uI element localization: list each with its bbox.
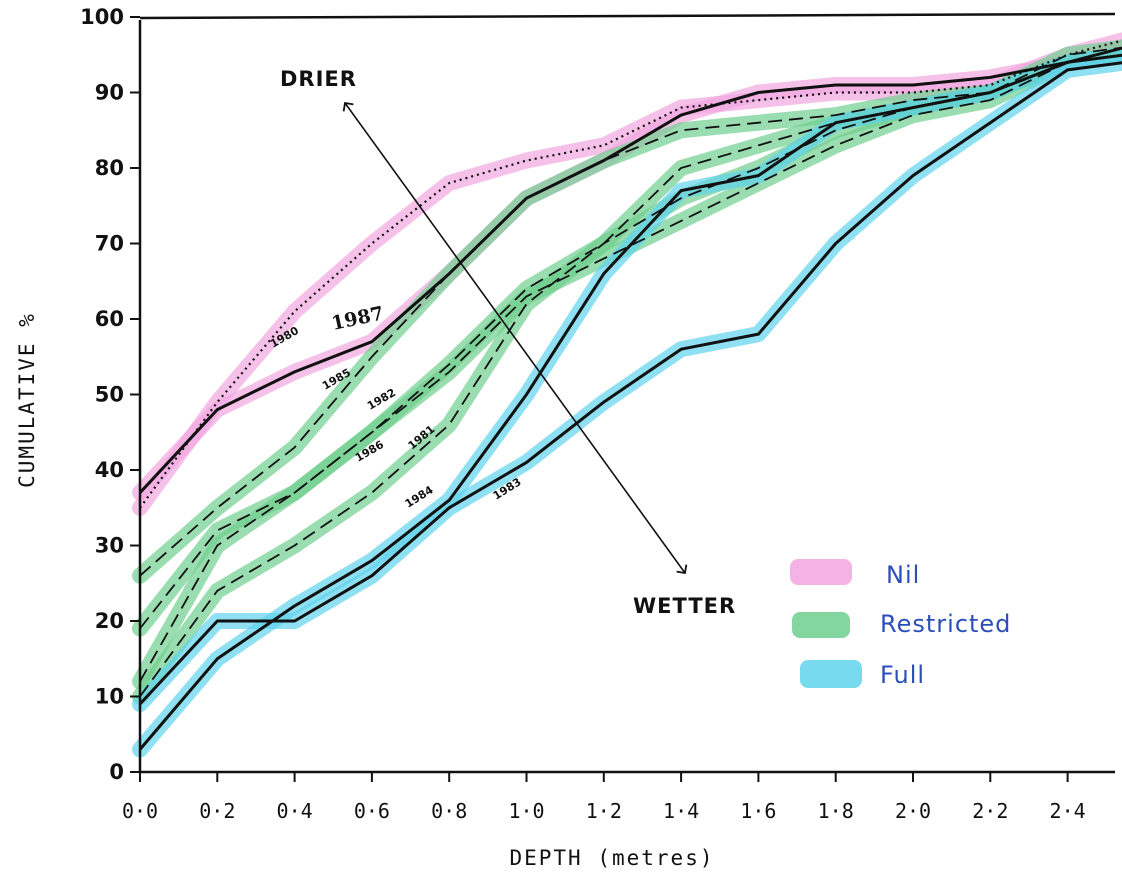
legend-label-full: Full bbox=[880, 661, 925, 689]
series-line-1984 bbox=[138, 53, 1122, 751]
highlight-band-1987 bbox=[132, 39, 1122, 501]
top-frame-line bbox=[139, 12, 1116, 20]
highlight-band-1984 bbox=[132, 47, 1122, 758]
legend: Nil Restricted Full bbox=[790, 559, 1011, 689]
x-tick-label: 1·2 bbox=[586, 799, 622, 823]
series-lines bbox=[138, 39, 1122, 751]
x-tick-label: 0·2 bbox=[199, 799, 235, 823]
legend-swatch-nil bbox=[790, 559, 852, 585]
x-tick-label: 0·6 bbox=[354, 799, 390, 823]
y-tick-label: 60 bbox=[95, 307, 124, 331]
x-tick-label: 0·0 bbox=[122, 799, 158, 823]
x-tick-label: 0·8 bbox=[431, 799, 467, 823]
x-tick-label: 1·4 bbox=[663, 799, 699, 823]
legend-swatch-full bbox=[800, 660, 862, 688]
x-tick-label: 2·2 bbox=[972, 799, 1008, 823]
x-axis-ticks: 0·0 0·2 0·4 0·6 0·8 1·0 1·2 1·4 1·6 1·8 2·0 2·2 2·4 bbox=[122, 772, 1086, 823]
x-axis-title: DEPTH (metres) bbox=[509, 846, 714, 870]
y-tick-label: 70 bbox=[95, 232, 124, 256]
drier-wetter-arrow bbox=[342, 101, 688, 575]
x-tick-label: 2·4 bbox=[1050, 799, 1086, 823]
legend-label-nil: Nil bbox=[886, 561, 920, 589]
x-tick-label: 1·6 bbox=[740, 799, 776, 823]
x-tick-label: 0·4 bbox=[277, 799, 313, 823]
x-tick-label: 1·0 bbox=[508, 799, 544, 823]
y-tick-label: 40 bbox=[95, 458, 124, 482]
y-tick-label: 80 bbox=[95, 156, 124, 180]
drier-label: DRIER bbox=[280, 67, 357, 91]
y-tick-label: 100 bbox=[80, 5, 124, 29]
x-tick-label: 2·0 bbox=[895, 799, 931, 823]
legend-label-restricted: Restricted bbox=[880, 610, 1011, 638]
x-tick-label: 1·8 bbox=[818, 799, 854, 823]
y-tick-label: 50 bbox=[95, 383, 124, 407]
y-axis-title: CUMULATIVE % bbox=[15, 312, 39, 488]
y-axis-ticks: 0 10 20 30 40 50 60 70 80 90 100 bbox=[80, 5, 140, 784]
legend-swatch-restricted bbox=[792, 612, 850, 638]
series-line-1987 bbox=[138, 46, 1122, 494]
wetter-label: WETTER bbox=[633, 594, 736, 618]
y-tick-label: 30 bbox=[95, 534, 124, 558]
y-tick-label: 20 bbox=[95, 609, 124, 633]
y-tick-label: 0 bbox=[109, 760, 124, 784]
y-tick-label: 90 bbox=[95, 81, 124, 105]
y-tick-label: 10 bbox=[95, 685, 124, 709]
